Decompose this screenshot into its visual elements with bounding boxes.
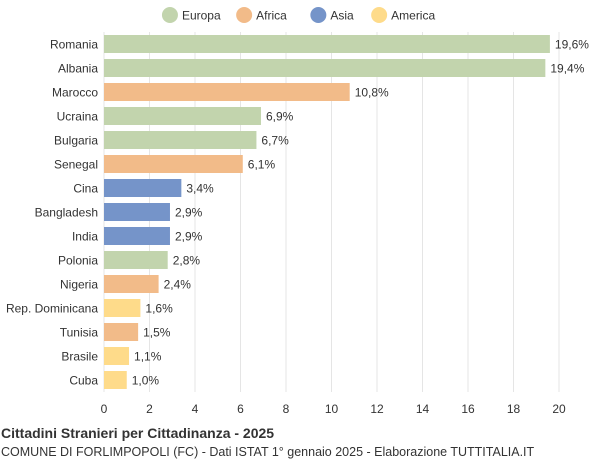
bar-cuba [104, 371, 127, 389]
value-label-senegal: 6,1% [248, 158, 276, 172]
value-label-ucraina: 6,9% [266, 110, 294, 124]
x-tick-label-4: 4 [192, 402, 199, 416]
category-label-polonia: Polonia [58, 254, 98, 268]
category-label-nigeria: Nigeria [60, 278, 98, 292]
category-label-cuba: Cuba [69, 374, 98, 388]
value-label-polonia: 2,8% [173, 254, 201, 268]
y-axis-labels: Romania Albania Marocco Ucraina Bulgaria Sene… [6, 38, 98, 388]
value-labels: 19,6% 19,4% 10,8% 6,9% 6,7% 6,1% 3,4% 2,9% 2,9% 2… [132, 38, 590, 388]
bar-polonia [104, 251, 168, 269]
category-label-brasile: Brasile [61, 350, 98, 364]
bar-nigeria [104, 275, 159, 293]
bar-brasile [104, 347, 130, 365]
chart-title: Cittadini Stranieri per Cittadinanza - 2… [1, 425, 275, 441]
x-tick-label-10: 10 [325, 402, 339, 416]
legend-marker-america [371, 7, 388, 23]
x-tick-label-18: 18 [507, 402, 521, 416]
bar-india [104, 227, 170, 245]
legend-label-africa: Africa [256, 9, 287, 23]
value-label-romania: 19,6% [555, 38, 589, 52]
category-label-rep-dominicana: Rep. Dominicana [6, 302, 98, 316]
category-label-albania: Albania [58, 62, 98, 76]
category-label-ucraina: Ucraina [57, 110, 99, 124]
chart-subtitle: COMUNE DI FORLIMPOPOLI (FC) - Dati ISTAT… [1, 445, 535, 459]
bar-chart: Europa Africa Asia America Romania Albania Ma… [6, 7, 590, 416]
x-tick-label-20: 20 [552, 402, 566, 416]
x-tick-label-14: 14 [416, 402, 430, 416]
value-label-cuba: 1,0% [132, 374, 160, 388]
value-label-albania: 19,4% [550, 62, 584, 76]
category-label-bangladesh: Bangladesh [35, 206, 98, 220]
legend-label-america: America [391, 9, 435, 23]
value-label-nigeria: 2,4% [164, 278, 192, 292]
legend-label-asia: Asia [330, 9, 354, 23]
category-label-senegal: Senegal [54, 158, 98, 172]
value-label-brasile: 1,1% [134, 350, 162, 364]
bar-bangladesh [104, 203, 170, 221]
value-label-bangladesh: 2,9% [175, 206, 203, 220]
value-label-marocco: 10,8% [355, 86, 389, 100]
x-tick-label-12: 12 [370, 402, 384, 416]
value-label-tunisia: 1,5% [143, 326, 171, 340]
category-label-cina: Cina [73, 182, 98, 196]
category-label-romania: Romania [50, 38, 98, 52]
x-tick-label-2: 2 [146, 402, 153, 416]
bar-senegal [104, 155, 243, 173]
bar-marocco [104, 83, 350, 101]
x-tick-label-8: 8 [283, 402, 290, 416]
bar-bulgaria [104, 131, 257, 149]
bar-tunisia [104, 323, 139, 341]
bar-cina [104, 179, 182, 197]
value-label-rep-dominicana: 1,6% [145, 302, 173, 316]
legend-marker-europa [161, 7, 178, 23]
bars [104, 35, 550, 389]
legend: Europa Africa Asia America [161, 7, 435, 23]
category-label-bulgaria: Bulgaria [54, 134, 98, 148]
legend-label-europa: Europa [182, 9, 221, 23]
bar-rep-dominicana [104, 299, 141, 317]
category-label-marocco: Marocco [52, 86, 98, 100]
legend-marker-africa [236, 7, 253, 23]
value-label-india: 2,9% [175, 230, 203, 244]
x-axis-labels: 0 2 4 6 8 10 12 14 16 18 20 [101, 402, 566, 416]
value-label-bulgaria: 6,7% [261, 134, 289, 148]
bar-albania [104, 59, 546, 77]
category-label-tunisia: Tunisia [60, 326, 99, 340]
bar-romania [104, 35, 550, 53]
x-tick-label-6: 6 [237, 402, 244, 416]
value-label-cina: 3,4% [186, 182, 214, 196]
x-tick-label-0: 0 [101, 402, 108, 416]
category-label-india: India [72, 230, 98, 244]
legend-marker-asia [310, 7, 327, 23]
x-tick-label-16: 16 [461, 402, 475, 416]
bar-ucraina [104, 107, 261, 125]
